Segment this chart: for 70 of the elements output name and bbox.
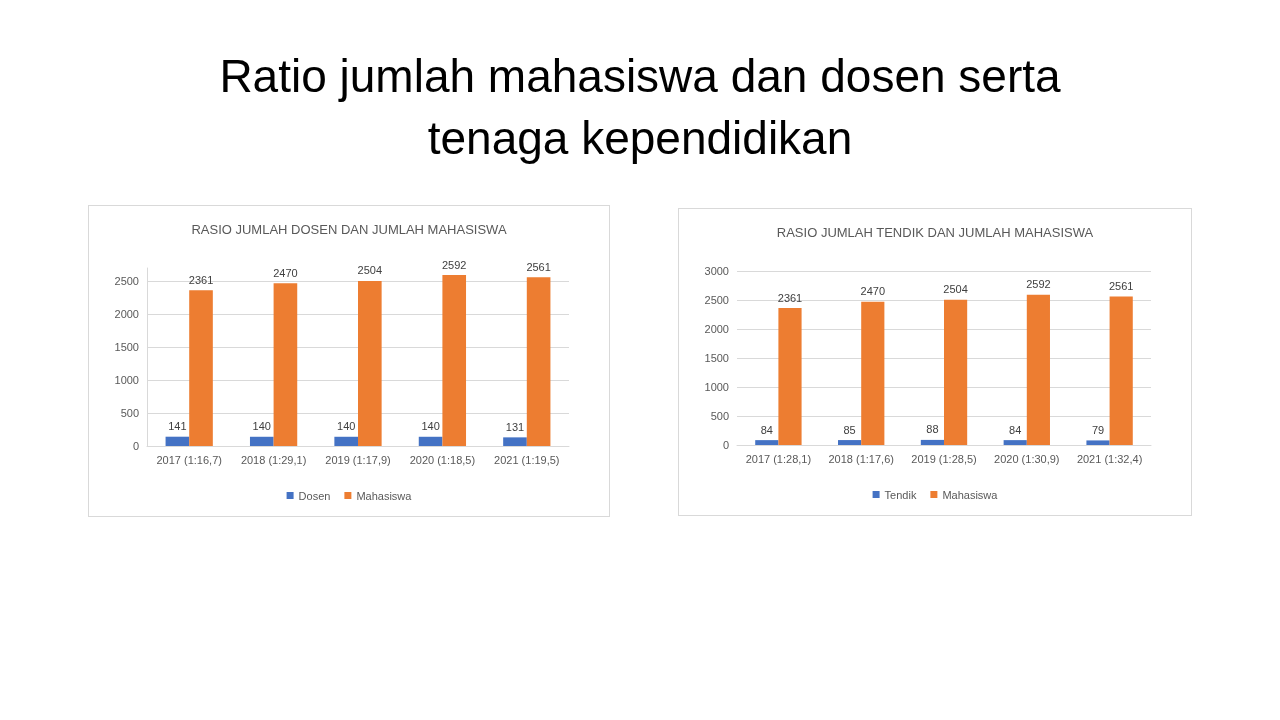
- bar: [861, 301, 885, 445]
- y-tick-label: 3000: [704, 265, 729, 277]
- data-label: 131: [505, 420, 525, 433]
- y-tick-label: 0: [722, 439, 729, 451]
- bar: [838, 440, 862, 445]
- bar: [920, 439, 944, 445]
- y-tick-label: 1500: [114, 341, 139, 354]
- x-tick-label: 2017 (1:16,7): [156, 453, 222, 466]
- data-label: 2504: [357, 264, 383, 277]
- x-tick-label: 2020 (1:30,9): [994, 452, 1060, 465]
- bar: [358, 280, 382, 446]
- bar: [526, 277, 551, 446]
- data-label: 79: [1091, 423, 1105, 436]
- y-tick-label: 2000: [704, 323, 729, 335]
- data-label: 2561: [1108, 279, 1134, 292]
- data-label: 2361: [777, 291, 803, 304]
- bar: [1003, 440, 1027, 445]
- data-label: 85: [843, 423, 856, 436]
- bar: [442, 275, 467, 446]
- bar: [189, 290, 213, 446]
- x-tick-label: 2019 (1:17,9): [325, 453, 391, 466]
- x-tick-label: 2021 (1:19,5): [494, 453, 560, 466]
- data-label: 2592: [441, 258, 467, 271]
- y-tick-label: 1500: [704, 352, 729, 364]
- bar: [503, 437, 527, 446]
- x-tick-label: 2017 (1:28,1): [745, 452, 812, 465]
- y-tick-label: 1000: [114, 374, 139, 387]
- data-label: 2561: [526, 260, 551, 273]
- legend-label: Dosen: [298, 489, 331, 502]
- text: Ratio jumlah mahasiswa dan dosen serta tenaga kependidikan: [218, 49, 1062, 166]
- legend-label: Mahasiswa: [356, 489, 413, 502]
- data-label: 88: [926, 423, 939, 436]
- bar: [249, 436, 274, 446]
- x-tick-label: 2021 (1:32,4): [1076, 452, 1143, 465]
- legend-label: Mahasiswa: [942, 488, 999, 501]
- data-label: 2361: [188, 273, 214, 286]
- legend-label: Tendik: [884, 488, 917, 501]
- chart-title: RASIO JUMLAH TENDIK DAN JUMLAH MAHASISWA: [776, 225, 1094, 240]
- bar: [755, 440, 779, 445]
- x-tick-label: 2018 (1:29,1): [240, 453, 307, 466]
- y-tick-label: 2000: [114, 308, 139, 321]
- bar: [418, 436, 443, 446]
- data-label: 140: [252, 420, 271, 433]
- chart-title: RASIO JUMLAH DOSEN DAN JUMLAH MAHASISWA: [191, 222, 507, 237]
- data-label: 2470: [860, 285, 886, 298]
- data-label: 84: [760, 423, 773, 436]
- y-tick-label: 2500: [114, 275, 139, 288]
- x-tick-label: 2019 (1:28,5): [911, 452, 977, 465]
- data-label: 2592: [1026, 278, 1051, 291]
- y-tick-label: 2500: [704, 294, 729, 306]
- bar: [334, 436, 358, 446]
- bar: [273, 283, 298, 446]
- bar: [1109, 296, 1133, 445]
- x-tick-label: 2018 (1:17,6): [828, 452, 894, 465]
- bar: [1026, 294, 1050, 445]
- bar: [1086, 440, 1110, 445]
- data-label: 2470: [273, 266, 298, 279]
- data-label: 84: [1009, 423, 1022, 436]
- bar: [165, 436, 190, 446]
- y-tick-label: 1000: [704, 381, 729, 393]
- y-tick-label: 500: [710, 410, 729, 422]
- data-label: 141: [168, 420, 187, 433]
- bar: [778, 308, 802, 445]
- data-label: 140: [421, 420, 440, 433]
- y-tick-label: 0: [132, 440, 139, 452]
- y-tick-label: 500: [120, 407, 139, 420]
- data-label: 2504: [943, 283, 968, 296]
- bar: [944, 299, 968, 445]
- x-tick-label: 2020 (1:18,5): [409, 453, 476, 466]
- data-label: 140: [337, 420, 356, 433]
